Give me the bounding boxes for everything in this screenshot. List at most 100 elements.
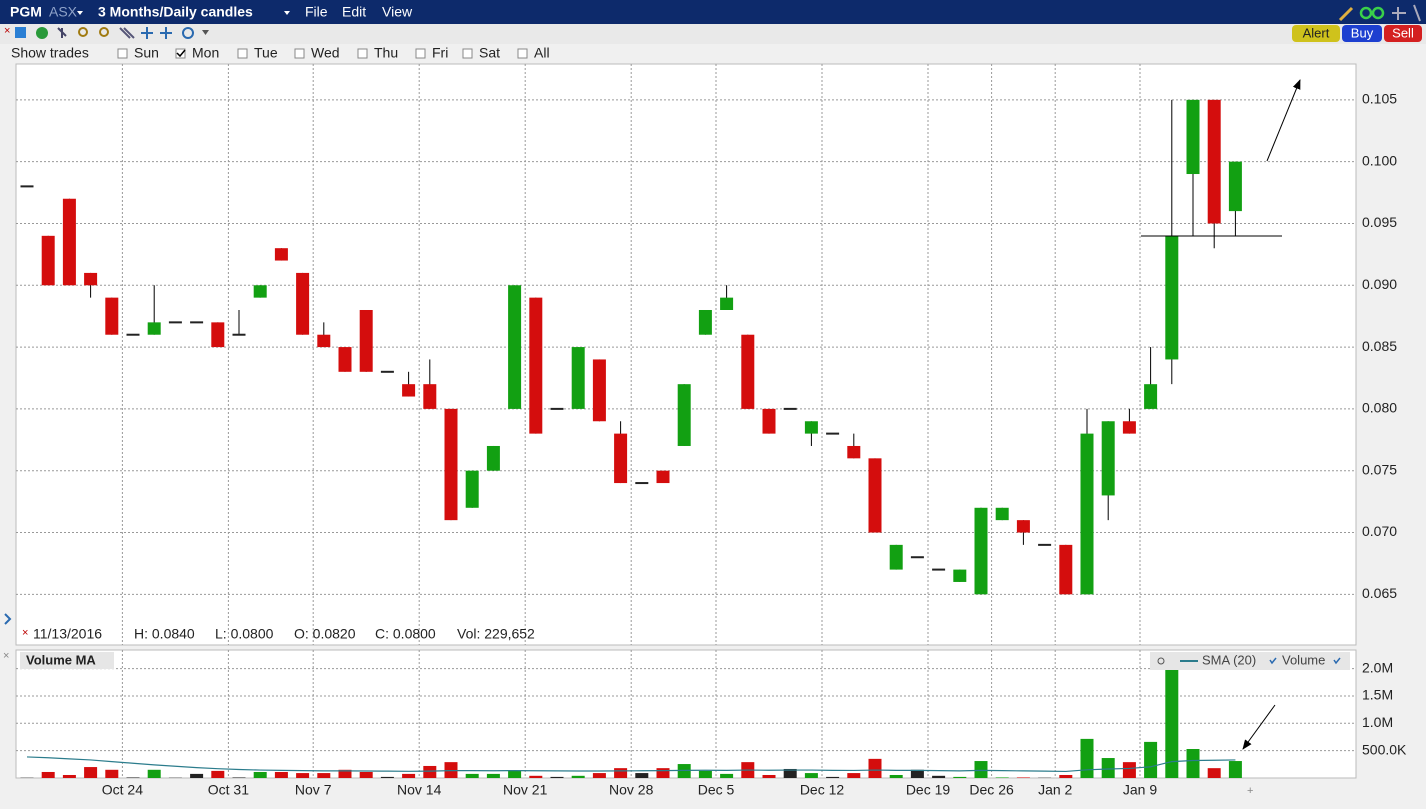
candle-body [190,321,204,324]
volume-bar [868,758,882,778]
candle-body [465,470,479,508]
day-label[interactable]: Sun [134,45,159,61]
volume-bar [508,770,522,778]
candle-body [783,407,797,410]
volume-bar [126,777,140,778]
annotation-arrow [1266,79,1301,162]
exchange[interactable]: ASX [49,4,78,20]
status-text: Vol: 229,652 [457,626,535,642]
button[interactable] [1342,25,1382,42]
candle-body [168,321,182,324]
button-label[interactable]: Buy [1351,25,1374,40]
checkbox[interactable] [415,48,426,59]
icon[interactable] [1338,6,1354,22]
svg-text:×: × [4,25,10,37]
close-icon[interactable]: × [3,650,9,662]
icon[interactable] [1359,6,1373,20]
dropdown-arrow[interactable] [77,11,83,15]
day-label[interactable]: Tue [254,45,278,61]
y-tick-label: 0.090 [1362,276,1397,292]
checkbox[interactable] [357,48,368,59]
candle-body [1122,421,1136,434]
icon[interactable] [141,27,153,39]
price-panel [15,63,1357,646]
icon[interactable] [36,27,48,39]
volume-bar [910,769,924,778]
volume-bar [1207,768,1221,778]
y-tick-label: 0.080 [1362,400,1397,416]
checkbox[interactable] [517,48,528,59]
day-label[interactable]: All [534,45,550,61]
legend-check[interactable] [1333,657,1341,665]
button[interactable] [1292,25,1340,42]
x-tick-label: Dec 19 [906,782,951,798]
checkbox[interactable] [117,48,128,59]
day-label[interactable]: Mon [192,45,219,61]
icon[interactable] [202,30,209,35]
candle-body [592,359,606,422]
candle-body [41,235,55,286]
candle-body [720,297,734,310]
candle-body [508,285,522,409]
checkbox[interactable] [175,48,186,59]
volume-bar [190,773,204,778]
candle-body [444,408,458,521]
icon[interactable] [99,27,109,37]
icon[interactable] [1371,6,1385,20]
day-label[interactable]: Wed [311,45,340,61]
icon[interactable] [182,27,194,39]
icon[interactable] [119,27,135,39]
sma-line [26,756,1236,773]
dropdown-arrow[interactable] [284,11,290,15]
legend-label[interactable]: Volume [1282,652,1325,667]
candle-body [1207,99,1221,224]
checkbox[interactable] [294,48,305,59]
icon[interactable] [1392,7,1406,20]
button-label[interactable]: Sell [1392,25,1414,40]
icon[interactable] [15,27,26,38]
candle-body [423,384,437,409]
menu-item[interactable]: File [305,4,328,20]
volume-bar [465,773,479,778]
volume-bar [1144,741,1158,778]
close-icon[interactable]: × [22,627,28,639]
candle-body [274,248,288,261]
icon[interactable] [57,27,67,38]
period[interactable]: 3 Months/Daily candles [98,4,253,20]
candle-body [995,507,1009,521]
volume-bar [677,764,691,778]
volume-bar [571,775,585,778]
legend-icon[interactable] [1157,657,1165,665]
scroll-marker[interactable]: + [1247,785,1253,797]
expand-icon[interactable] [4,613,12,625]
menu-item[interactable]: View [382,4,413,20]
day-label[interactable]: Thu [374,45,398,61]
day-label[interactable]: Fri [432,45,448,61]
icon[interactable] [1413,4,1421,22]
volume-bar [1122,762,1136,778]
icon[interactable] [160,27,172,39]
volume-bar [1228,761,1242,778]
candle-body [296,272,310,335]
legend-label[interactable]: SMA (20) [1202,652,1256,667]
x-tick-label: Nov 14 [397,782,442,798]
volume-bar [232,777,246,778]
candle-body [529,297,543,434]
volume-bar [698,770,712,778]
checkbox[interactable] [237,48,248,59]
title-bar [0,0,1426,24]
menu-item[interactable]: Edit [342,4,366,20]
button[interactable] [1384,25,1422,42]
icon[interactable] [78,27,88,37]
day-label[interactable]: Sat [479,45,500,61]
button-label[interactable]: Alert [1303,25,1330,40]
candle-body [253,285,267,298]
checkbox[interactable] [462,48,473,59]
symbol[interactable]: PGM [10,4,42,20]
candle-body [105,297,119,335]
legend-check[interactable] [1269,657,1277,665]
volume-bar [1101,758,1115,778]
checkmark[interactable] [176,49,186,58]
volume-bar [423,765,437,778]
candle-body [804,421,818,434]
